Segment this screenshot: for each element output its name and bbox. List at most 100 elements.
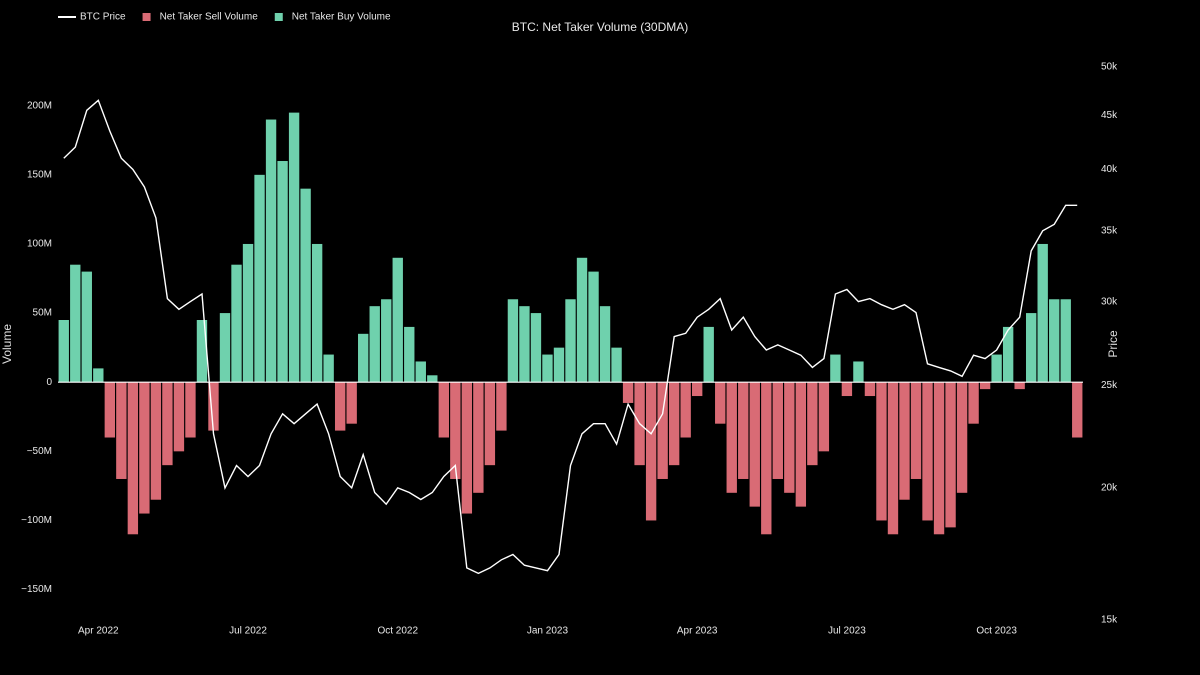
bar bbox=[657, 382, 668, 479]
y-tick-label: 50M bbox=[33, 308, 52, 319]
legend-label: BTC Price bbox=[80, 12, 126, 23]
bar bbox=[887, 382, 899, 535]
x-tick-label: Apr 2023 bbox=[677, 626, 718, 637]
bar bbox=[876, 382, 887, 521]
bar bbox=[346, 382, 357, 424]
bar bbox=[116, 382, 127, 479]
bar bbox=[173, 382, 185, 452]
bar bbox=[553, 347, 565, 383]
bar bbox=[979, 382, 991, 390]
bar bbox=[484, 382, 496, 466]
bar bbox=[358, 333, 369, 383]
bar bbox=[139, 382, 150, 514]
bar bbox=[1002, 326, 1014, 383]
x-tick-label: Jul 2023 bbox=[828, 626, 866, 637]
bar bbox=[668, 382, 680, 466]
bar bbox=[588, 271, 599, 383]
bar bbox=[818, 382, 830, 452]
bar bbox=[1049, 299, 1060, 383]
y2-axis-title: Price bbox=[1106, 330, 1120, 358]
legend-swatch bbox=[142, 13, 151, 21]
bar bbox=[381, 299, 392, 383]
bar bbox=[323, 354, 334, 383]
bar bbox=[334, 382, 346, 431]
y2-tick-label: 20k bbox=[1101, 483, 1118, 494]
x-tick-label: Jul 2022 bbox=[229, 626, 267, 637]
y2-tick-label: 25k bbox=[1101, 380, 1118, 391]
bar bbox=[1014, 382, 1025, 390]
bar bbox=[288, 112, 300, 383]
bar bbox=[1060, 299, 1071, 383]
bar bbox=[726, 382, 737, 493]
y-tick-label: −50M bbox=[27, 446, 52, 457]
bar bbox=[369, 306, 380, 383]
bar bbox=[611, 347, 622, 383]
bar bbox=[749, 382, 760, 507]
bar bbox=[922, 382, 933, 521]
y2-tick-label: 30k bbox=[1101, 296, 1118, 307]
y-tick-label: −100M bbox=[21, 515, 52, 526]
bar bbox=[93, 368, 104, 383]
bar bbox=[1025, 313, 1037, 383]
x-tick-label: Oct 2022 bbox=[377, 626, 418, 637]
bar bbox=[853, 361, 864, 383]
bar bbox=[945, 382, 956, 528]
bar bbox=[645, 382, 657, 521]
bar bbox=[784, 382, 795, 493]
bar bbox=[185, 382, 196, 438]
bar bbox=[519, 306, 530, 383]
bar bbox=[450, 382, 461, 479]
bar bbox=[956, 382, 968, 493]
bar bbox=[530, 313, 542, 383]
bar bbox=[841, 382, 853, 397]
y2-tick-label: 40k bbox=[1101, 164, 1118, 175]
bar bbox=[738, 382, 749, 479]
bar bbox=[254, 174, 265, 383]
bar bbox=[565, 299, 576, 383]
bar bbox=[542, 354, 553, 383]
bar bbox=[692, 382, 703, 397]
y-axis-title: Volume bbox=[0, 324, 14, 364]
bar bbox=[1072, 382, 1083, 438]
bar bbox=[807, 382, 818, 466]
bar bbox=[968, 382, 979, 424]
y-tick-label: −150M bbox=[21, 584, 52, 595]
bar bbox=[58, 319, 69, 383]
bar bbox=[899, 382, 910, 500]
bar bbox=[910, 382, 922, 479]
y-tick-label: 100M bbox=[27, 239, 52, 250]
bar bbox=[162, 382, 173, 466]
legend-label: Net Taker Sell Volume bbox=[160, 12, 259, 23]
bar bbox=[231, 264, 242, 383]
bar bbox=[703, 326, 714, 383]
y-tick-label: 150M bbox=[27, 169, 52, 180]
bar bbox=[277, 161, 288, 383]
bar bbox=[864, 382, 876, 397]
bar bbox=[461, 382, 473, 514]
y2-tick-label: 15k bbox=[1101, 615, 1118, 626]
x-tick-label: Oct 2023 bbox=[976, 626, 1017, 637]
bar bbox=[473, 382, 484, 493]
y2-tick-label: 50k bbox=[1101, 62, 1118, 73]
legend-swatch bbox=[274, 13, 283, 21]
bar bbox=[104, 382, 116, 438]
x-tick-label: Jan 2023 bbox=[527, 626, 569, 637]
bar bbox=[70, 264, 81, 383]
y-tick-label: 200M bbox=[27, 100, 52, 111]
bar bbox=[127, 382, 139, 535]
bar bbox=[196, 319, 208, 383]
y2-tick-label: 45k bbox=[1101, 110, 1118, 121]
bar bbox=[311, 243, 323, 383]
bar bbox=[680, 382, 691, 438]
bar bbox=[415, 361, 426, 383]
bar bbox=[576, 257, 588, 383]
bar bbox=[219, 313, 231, 383]
bar bbox=[1037, 243, 1048, 383]
bar bbox=[761, 382, 772, 535]
x-tick-label: Apr 2022 bbox=[78, 626, 119, 637]
bar bbox=[427, 375, 438, 383]
bar bbox=[830, 354, 841, 383]
y2-tick-label: 35k bbox=[1101, 225, 1118, 236]
bar bbox=[599, 306, 611, 383]
